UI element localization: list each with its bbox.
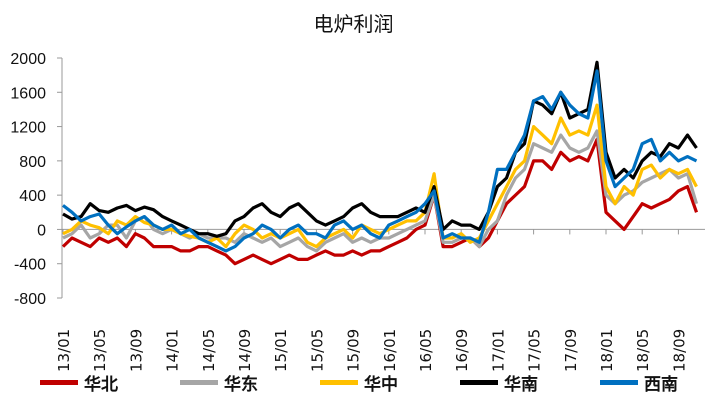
y-tick-label: -400: [14, 257, 46, 274]
legend-item: 西南: [600, 370, 707, 395]
x-tick-label: 16/05: [417, 329, 435, 372]
x-tick-label: 13/09: [127, 329, 145, 372]
legend-label: 华南: [504, 375, 538, 395]
legend-item: 华南: [460, 370, 600, 395]
x-tick-label: 13/05: [91, 329, 109, 372]
series-line-华北: [61, 137, 699, 266]
x-tick-label: 18/05: [634, 329, 652, 372]
x-tick-label: 13/01: [55, 329, 73, 372]
legend-swatch: [40, 380, 78, 385]
legend-label: 西南: [644, 375, 678, 395]
y-tick-label: 1200: [10, 120, 46, 137]
legend-swatch: [460, 380, 498, 385]
x-tick-label: 17/01: [489, 329, 507, 372]
x-tick-label: 18/09: [670, 329, 688, 372]
y-tick-label: -800: [14, 291, 46, 308]
legend-swatch: [320, 380, 358, 385]
series-line-华中: [62, 103, 698, 249]
legend-item: 华东: [180, 370, 320, 395]
x-tick-label: 16/09: [453, 329, 471, 372]
x-tick-label: 17/09: [562, 329, 580, 372]
legend-swatch: [600, 380, 638, 385]
legend-label: 华东: [224, 375, 258, 395]
y-tick-label: 800: [19, 154, 46, 171]
series-line-华南: [62, 60, 698, 238]
x-tick-label: 14/05: [200, 329, 218, 372]
series-line-西南: [62, 69, 698, 253]
x-tick-label: 14/09: [236, 329, 254, 372]
x-tick-label: 17/05: [526, 329, 544, 372]
legend-item: 华北: [40, 370, 180, 395]
legend-label: 华中: [364, 375, 398, 395]
x-tick-label: 16/01: [381, 329, 399, 372]
y-tick-label: 1600: [10, 85, 46, 102]
legend: 华北 华东 华中 华南 西南: [40, 370, 707, 395]
legend-label: 华北: [84, 375, 118, 395]
legend-item: 华中: [320, 370, 460, 395]
x-tick-label: 15/05: [308, 329, 326, 372]
y-tick-label: 2000: [10, 51, 46, 68]
y-tick-label: 400: [19, 188, 46, 205]
x-tick-label: 15/09: [345, 329, 363, 372]
legend-swatch: [180, 380, 218, 385]
x-tick-label: 15/01: [272, 329, 290, 372]
x-tick-label: 18/01: [598, 329, 616, 372]
chart-title: 电炉利润: [313, 12, 394, 36]
y-tick-label: 0: [37, 222, 46, 239]
x-tick-label: 14/01: [164, 329, 182, 372]
